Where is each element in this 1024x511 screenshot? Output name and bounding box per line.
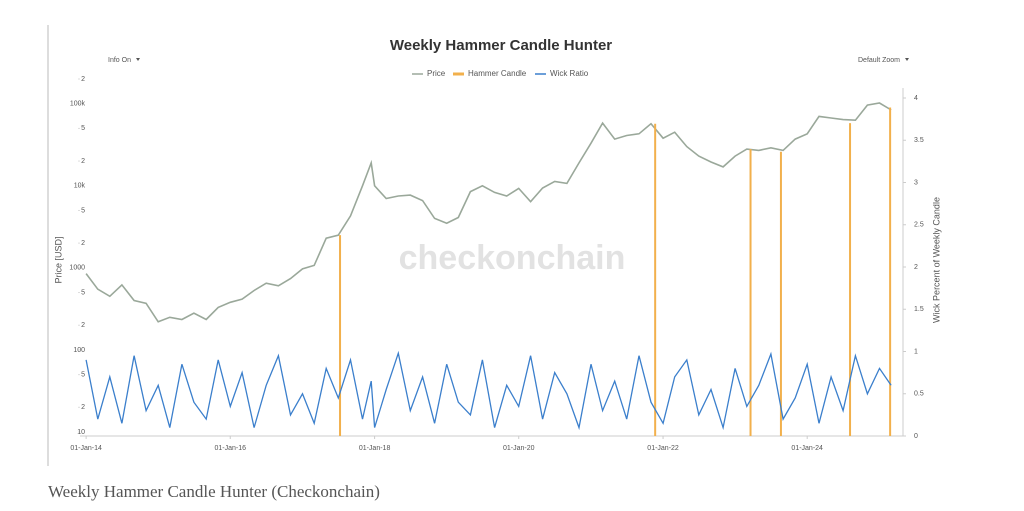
- y-tick-label: 100k: [70, 101, 86, 108]
- y-tick-label: 10k: [74, 183, 86, 190]
- y2-tick-label: 1: [914, 348, 918, 355]
- y-tick-label: 2: [81, 404, 85, 411]
- y2-tick-label: 0: [914, 433, 918, 440]
- y-tick-label: 2: [81, 240, 85, 247]
- y2-tick-label: 4: [914, 95, 918, 102]
- y-tick-label: 10: [77, 429, 85, 436]
- y-tick-label: 2: [81, 158, 85, 165]
- y-tick-label: 100: [73, 347, 85, 354]
- y-tick-label: 1000: [69, 265, 85, 272]
- x-tick-label: 01-Jan-14: [70, 445, 102, 452]
- y-tick-label: 5: [81, 125, 85, 132]
- x-tick-label: 01-Jan-22: [647, 445, 679, 452]
- y-axis-label: Price [USD]: [53, 236, 63, 283]
- wick-ratio-line: [85, 350, 892, 431]
- dropdown-arrow: [905, 58, 909, 61]
- dropdown-arrow: [136, 58, 140, 61]
- y2-axis-label: Wick Percent of Weekly Candle: [931, 197, 941, 323]
- y2-tick-label: 3.5: [914, 137, 924, 144]
- y-tick-label: 2: [81, 322, 85, 329]
- chart-title: Weekly Hammer Candle Hunter: [390, 37, 612, 54]
- legend-label: Wick Ratio: [550, 69, 589, 78]
- legend-label: Hammer Candle: [468, 69, 527, 78]
- watermark: checkonchain: [399, 239, 626, 277]
- x-tick-label: 01-Jan-18: [359, 445, 391, 452]
- info-toggle[interactable]: Info On: [108, 57, 131, 64]
- y2-tick-label: 1.5: [914, 306, 924, 313]
- y2-tick-label: 0.5: [914, 391, 924, 398]
- y2-tick-label: 3: [914, 179, 918, 186]
- y2-tick-label: 2.5: [914, 222, 924, 229]
- legend-label: Price: [427, 69, 446, 78]
- y-tick-label: 5: [81, 289, 85, 296]
- y-tick-label: 5: [81, 371, 85, 378]
- x-tick-label: 01-Jan-20: [503, 445, 535, 452]
- price-line: [85, 102, 892, 323]
- y-tick-label: 2: [81, 76, 85, 83]
- y2-tick-label: 2: [914, 264, 918, 271]
- y-tick-label: 5: [81, 207, 85, 214]
- zoom-select[interactable]: Default Zoom: [858, 57, 900, 64]
- caption: Weekly Hammer Candle Hunter (Checkonchai…: [48, 482, 380, 501]
- x-tick-label: 01-Jan-24: [791, 445, 823, 452]
- x-tick-label: 01-Jan-16: [214, 445, 246, 452]
